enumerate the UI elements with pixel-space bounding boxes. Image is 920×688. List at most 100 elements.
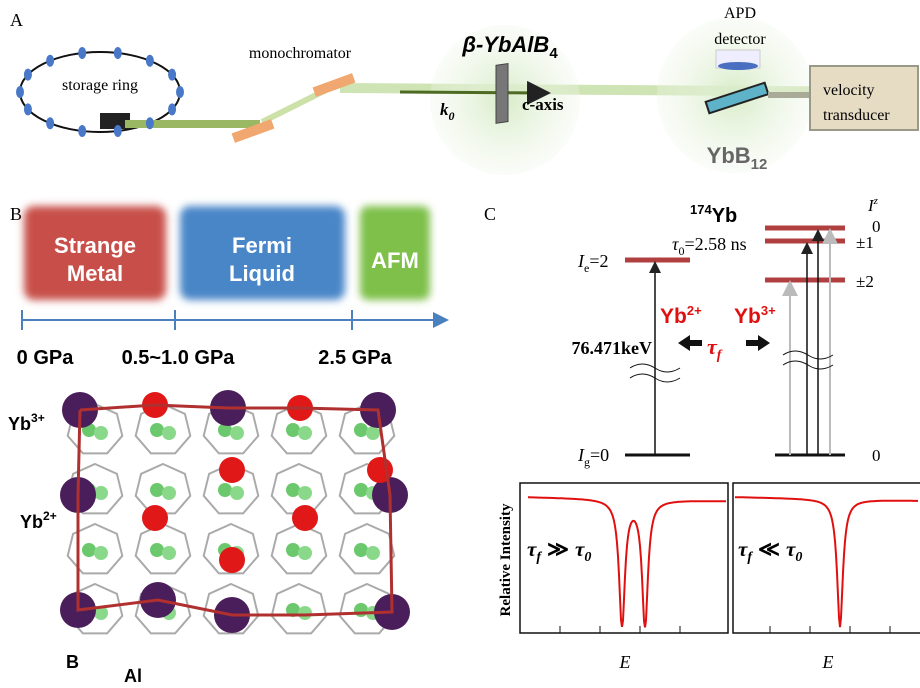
pressure-label: 0 GPa bbox=[17, 347, 75, 369]
text: YbB bbox=[707, 143, 751, 168]
pressure-label: 2.5 GPa bbox=[318, 347, 392, 369]
yb2-atom bbox=[292, 505, 318, 531]
k-arrow bbox=[400, 92, 545, 93]
al-atom bbox=[366, 546, 380, 560]
x-axis-label: E bbox=[619, 652, 631, 672]
al-atom bbox=[94, 426, 108, 440]
al-atom bbox=[354, 423, 368, 437]
panel-label: C bbox=[484, 204, 496, 224]
detector-window bbox=[718, 62, 758, 70]
al-atom bbox=[298, 426, 312, 440]
al-atom bbox=[162, 546, 176, 560]
ring-dot bbox=[78, 125, 86, 137]
crystal bbox=[60, 390, 410, 633]
y-axis-label: Relative Intensity bbox=[498, 503, 514, 616]
phase-label: AFM bbox=[371, 248, 419, 273]
apd-label: APD bbox=[724, 5, 756, 22]
spectrum-curve bbox=[528, 497, 726, 627]
apd-label: detector bbox=[714, 31, 766, 48]
phase-label: Fermi bbox=[232, 233, 292, 258]
valence-label: Yb2+ bbox=[660, 303, 702, 328]
ring-dot bbox=[78, 47, 86, 59]
al-atom bbox=[150, 543, 164, 557]
ring-dot bbox=[16, 86, 24, 98]
sublevel-label: ±1 bbox=[856, 233, 874, 252]
subscript: f bbox=[747, 550, 753, 565]
phase-label: Strange bbox=[54, 233, 136, 258]
ring-dot bbox=[24, 69, 32, 81]
energy-label: 76.471keV bbox=[572, 338, 653, 358]
subscript: 0 bbox=[449, 109, 455, 123]
subscript: f bbox=[536, 550, 542, 565]
text: Yb bbox=[20, 512, 43, 532]
atom-label: B bbox=[66, 652, 79, 672]
subscript: 12 bbox=[751, 156, 768, 173]
tau-f-label: τf bbox=[707, 334, 723, 363]
sublevel-label: ±2 bbox=[856, 272, 874, 291]
al-atom bbox=[298, 546, 312, 560]
phase-label: Metal bbox=[67, 261, 123, 286]
spectra bbox=[528, 497, 918, 633]
superscript: 2+ bbox=[43, 509, 57, 523]
al-atom bbox=[162, 426, 176, 440]
panel-label: A bbox=[10, 10, 23, 30]
superscript: 3+ bbox=[761, 303, 776, 318]
al-atom bbox=[162, 486, 176, 500]
x-axis-label: E bbox=[822, 652, 834, 672]
transducer-label: transducer bbox=[823, 107, 890, 124]
al-atom bbox=[286, 543, 300, 557]
c-axis-label: c-axis bbox=[522, 95, 564, 114]
al-atom bbox=[366, 426, 380, 440]
lifetime-label: τ0=2.58 ns bbox=[672, 234, 747, 258]
relation: ≪ bbox=[758, 537, 780, 561]
al-atom bbox=[218, 483, 232, 497]
level-label: Ig=0 bbox=[577, 445, 609, 469]
al-atom bbox=[286, 423, 300, 437]
al-atom bbox=[286, 483, 300, 497]
site-label: Yb3+ bbox=[8, 411, 45, 434]
ring-dot bbox=[168, 103, 176, 115]
transducer-label: velocity bbox=[823, 82, 875, 99]
yb2-atom bbox=[219, 547, 245, 573]
subscript: 4 bbox=[549, 45, 558, 62]
mono-label: monochromator bbox=[249, 45, 352, 62]
ring-label: storage ring bbox=[62, 77, 138, 94]
ring-dot bbox=[46, 117, 54, 129]
yb2-atom bbox=[142, 505, 168, 531]
al-atom bbox=[94, 486, 108, 500]
text: β-YbAlB bbox=[461, 32, 549, 57]
al-atom bbox=[150, 483, 164, 497]
spectrum-curve bbox=[735, 497, 918, 627]
site-label: Yb2+ bbox=[20, 509, 57, 532]
al-atom bbox=[230, 426, 244, 440]
ring-dot bbox=[24, 103, 32, 115]
case-label: τf≫τ0 bbox=[527, 537, 591, 565]
al-atom bbox=[354, 483, 368, 497]
case-label: τf≪τ0 bbox=[738, 537, 802, 565]
superscript: 2+ bbox=[687, 303, 702, 318]
ring-dot bbox=[168, 69, 176, 81]
superscript: 3+ bbox=[31, 411, 45, 425]
subscript: 0 bbox=[584, 550, 591, 565]
al-atom bbox=[82, 543, 96, 557]
panel-label: B bbox=[10, 204, 22, 224]
al-atom bbox=[150, 423, 164, 437]
yb2-atom bbox=[219, 457, 245, 483]
superscript: z bbox=[873, 195, 879, 207]
ring-dot bbox=[114, 47, 122, 59]
ring-dot bbox=[46, 55, 54, 67]
isotope-label: 174Yb bbox=[690, 202, 737, 227]
ring-dot bbox=[114, 125, 122, 137]
level-label: Ie=2 bbox=[577, 251, 608, 275]
text: =2 bbox=[589, 251, 608, 271]
iz-label: Iz bbox=[867, 195, 879, 215]
valence-label: Yb3+ bbox=[734, 303, 776, 328]
atom-label: Al bbox=[124, 666, 142, 686]
al-atom bbox=[94, 546, 108, 560]
text: Yb bbox=[660, 305, 687, 328]
ring-dot bbox=[146, 55, 154, 67]
figure: A storage ring monochromator β-YbAlB4 k0… bbox=[0, 0, 920, 688]
al-atom bbox=[298, 486, 312, 500]
pressure-label: 0.5~1.0 GPa bbox=[122, 347, 236, 369]
double-arrow bbox=[678, 335, 702, 351]
